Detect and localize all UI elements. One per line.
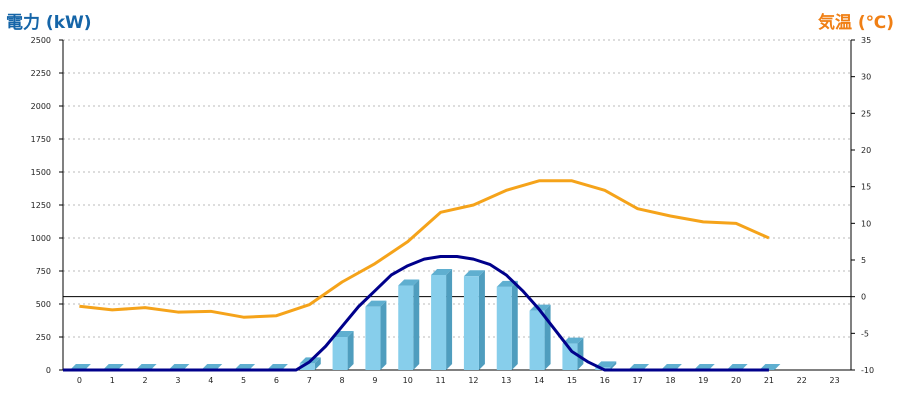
x-tick-label: 0 bbox=[77, 376, 82, 385]
bar-side bbox=[314, 357, 321, 370]
x-tick-label: 7 bbox=[307, 376, 312, 385]
bar-side bbox=[446, 268, 453, 370]
x-tick-label: 20 bbox=[731, 376, 741, 385]
bar-top bbox=[562, 337, 584, 344]
bar bbox=[332, 337, 348, 370]
bar-side bbox=[380, 300, 387, 370]
y-tick-label: 2500 bbox=[31, 36, 51, 45]
y2-tick-label: 30 bbox=[861, 73, 871, 82]
bar-side bbox=[610, 361, 617, 370]
x-tick-label: 6 bbox=[274, 376, 279, 385]
bar-top bbox=[463, 270, 485, 277]
bar-side bbox=[347, 331, 354, 370]
y2-tick-label: -5 bbox=[861, 329, 869, 338]
bar-top bbox=[365, 300, 387, 307]
y2-tick-label: 5 bbox=[861, 256, 866, 265]
y-tick-label: 0 bbox=[46, 366, 51, 375]
bar-side bbox=[544, 304, 551, 370]
bar bbox=[562, 343, 578, 370]
y-tick-label: 250 bbox=[36, 333, 51, 342]
y-tick-label: 1500 bbox=[31, 168, 51, 177]
x-tick-label: 14 bbox=[534, 376, 544, 385]
y2-tick-label: 20 bbox=[861, 146, 871, 155]
y-axis-title-left: 電力 (kW) bbox=[6, 13, 92, 33]
x-tick-label: 18 bbox=[665, 376, 675, 385]
x-tick-label: 4 bbox=[208, 376, 213, 385]
x-tick-label: 13 bbox=[501, 376, 511, 385]
bar bbox=[431, 274, 447, 370]
y-tick-label: 2000 bbox=[31, 102, 51, 111]
x-tick-label: 12 bbox=[468, 376, 478, 385]
x-tick-label: 10 bbox=[403, 376, 413, 385]
bar-top bbox=[398, 279, 420, 286]
y-axis-title-right: 気温 (℃) bbox=[817, 13, 894, 33]
x-tick-label: 11 bbox=[435, 376, 445, 385]
y-tick-label: 750 bbox=[36, 267, 51, 276]
bar-side bbox=[577, 337, 584, 370]
temperature-line bbox=[79, 179, 770, 319]
x-tick-label: 5 bbox=[241, 376, 246, 385]
x-tick-label: 3 bbox=[175, 376, 180, 385]
x-tick-label: 1 bbox=[110, 376, 115, 385]
y2-tick-label: -10 bbox=[861, 366, 874, 375]
bar bbox=[496, 286, 512, 370]
bar bbox=[365, 306, 381, 370]
y-tick-label: 500 bbox=[36, 300, 51, 309]
y2-tick-label: 0 bbox=[861, 293, 866, 302]
bar-top bbox=[431, 268, 453, 275]
bar bbox=[398, 285, 414, 370]
x-tick-label: 8 bbox=[340, 376, 345, 385]
y-tick-label: 1750 bbox=[31, 135, 51, 144]
x-tick-label: 21 bbox=[764, 376, 774, 385]
bar bbox=[529, 310, 545, 370]
power-line bbox=[63, 254, 769, 372]
bar bbox=[463, 276, 479, 370]
y-tick-label: 1250 bbox=[31, 201, 51, 210]
y-tick-label: 2250 bbox=[31, 69, 51, 78]
bar-side bbox=[511, 280, 518, 370]
bar-top bbox=[595, 361, 617, 368]
bar-side bbox=[413, 279, 420, 370]
y-tick-label: 1000 bbox=[31, 234, 51, 243]
x-tick-label: 15 bbox=[567, 376, 577, 385]
y2-tick-label: 15 bbox=[861, 183, 871, 192]
x-tick-label: 16 bbox=[600, 376, 610, 385]
bar-side bbox=[478, 270, 485, 370]
x-tick-label: 9 bbox=[372, 376, 377, 385]
x-tick-label: 23 bbox=[829, 376, 839, 385]
x-tick-label: 17 bbox=[632, 376, 642, 385]
bar bbox=[299, 363, 315, 370]
y2-tick-label: 35 bbox=[861, 36, 871, 45]
x-tick-label: 19 bbox=[698, 376, 708, 385]
y2-tick-label: 10 bbox=[861, 219, 871, 228]
x-tick-label: 22 bbox=[797, 376, 807, 385]
x-tick-label: 2 bbox=[143, 376, 148, 385]
y2-tick-label: 25 bbox=[861, 109, 871, 118]
